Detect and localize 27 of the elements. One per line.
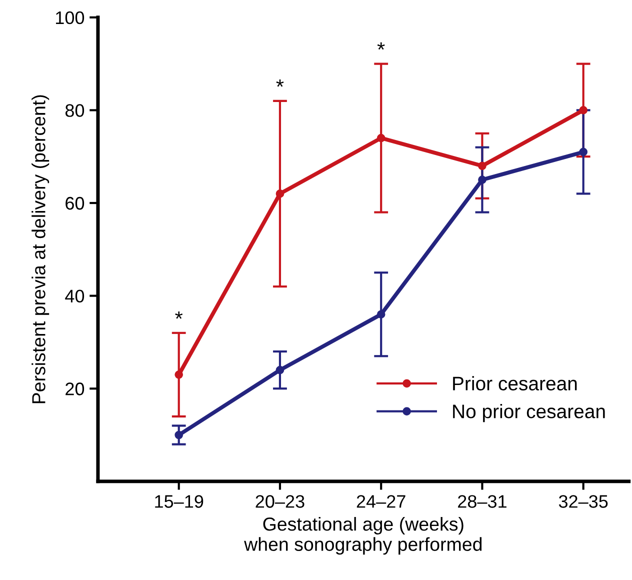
y-tick-label: 100 <box>56 11 84 24</box>
point <box>376 134 386 142</box>
x-tick-label: 15–19 <box>155 495 204 508</box>
point <box>376 310 386 319</box>
point <box>174 430 184 440</box>
x-tick-label: 24–27 <box>356 495 406 508</box>
point <box>579 106 588 114</box>
y-tick-label: 60 <box>66 196 84 210</box>
x-tick-label: 20–23 <box>256 495 304 508</box>
legend-label: No prior cesarean <box>453 404 605 422</box>
point <box>579 148 588 156</box>
x-tick-label: 32–35 <box>558 495 608 508</box>
annotation: * <box>377 42 385 50</box>
point <box>478 162 486 170</box>
y-tick-label: 40 <box>65 290 84 303</box>
annotation: * <box>276 79 284 87</box>
y-tick-label: 80 <box>65 104 84 117</box>
point <box>478 176 486 184</box>
y-tick-label: 20 <box>66 382 84 396</box>
annotation: * <box>175 311 183 319</box>
point <box>276 366 284 374</box>
x-tick-label: 28–31 <box>458 495 506 508</box>
point <box>174 370 184 379</box>
x-axis-title: Gestational age (weeks) when sonography performed <box>244 516 482 555</box>
y-axis-title: Persistent previa at delivery (percent) <box>32 95 50 404</box>
legend-label: Prior cesarean <box>453 376 577 390</box>
point <box>276 190 284 198</box>
